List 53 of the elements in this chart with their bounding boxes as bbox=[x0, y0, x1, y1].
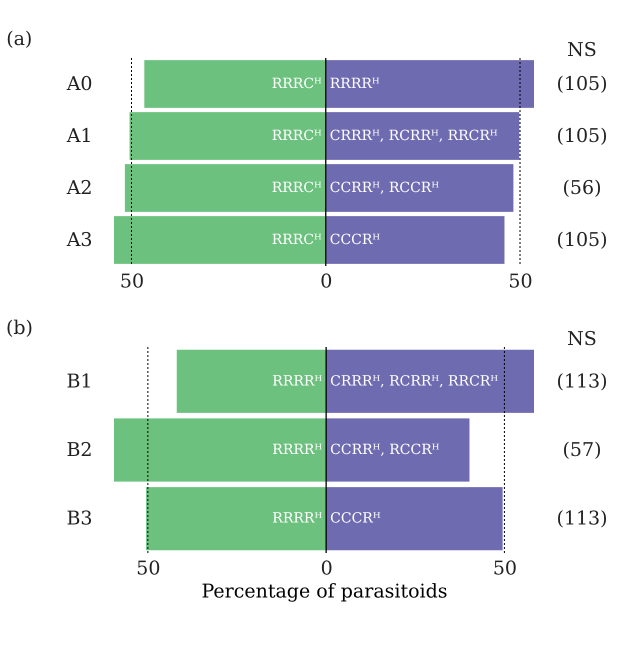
x-tick-label: 0 bbox=[320, 558, 333, 580]
data-label: RRRRᴴ bbox=[330, 76, 380, 92]
data-label: CCRRᴴ, RCCRᴴ bbox=[330, 180, 440, 196]
bar bbox=[146, 487, 326, 550]
text: (113) bbox=[556, 508, 608, 530]
bar bbox=[144, 60, 326, 108]
data-label: CRRRᴴ, RCRRᴴ, RRCRᴴ bbox=[330, 373, 498, 390]
text: (57) bbox=[562, 439, 602, 461]
text: (105) bbox=[556, 125, 608, 147]
data-label: RRRCᴴ bbox=[272, 128, 322, 144]
text: (113) bbox=[556, 370, 608, 392]
x-tick-label: 50 bbox=[492, 558, 517, 580]
bar bbox=[326, 216, 504, 264]
bar bbox=[130, 112, 326, 160]
y-tick-label: B1 bbox=[66, 370, 92, 392]
data-label: RRRCᴴ bbox=[272, 76, 322, 92]
chart-title: (a) bbox=[6, 28, 32, 50]
bar bbox=[326, 487, 503, 550]
bar bbox=[124, 164, 326, 212]
data-label: CRRRᴴ, RCRRᴴ, RRCRᴴ bbox=[330, 128, 498, 144]
y-tick-label: B2 bbox=[66, 439, 92, 461]
bar bbox=[326, 418, 470, 482]
x-tick-label: 50 bbox=[508, 270, 533, 292]
x-axis-title: Percentage of parasitoids bbox=[201, 580, 448, 602]
data-label: CCCRᴴ bbox=[330, 510, 381, 527]
bar bbox=[114, 216, 326, 264]
data-label: CCRRᴴ, RCCRᴴ bbox=[330, 442, 440, 458]
y-tick-label: B3 bbox=[66, 508, 92, 530]
data-label: CCCRᴴ bbox=[330, 232, 380, 248]
x-tick-label: 0 bbox=[320, 270, 332, 292]
data-label: RRRRᴴ bbox=[272, 442, 322, 458]
y-tick-label: A3 bbox=[66, 229, 92, 251]
bar bbox=[326, 350, 534, 413]
data-label: RRRCᴴ bbox=[272, 232, 322, 248]
bar bbox=[326, 164, 514, 212]
data-label: RRRCᴴ bbox=[272, 180, 322, 196]
text: NS bbox=[567, 328, 597, 350]
data-label: RRRRᴴ bbox=[272, 373, 322, 390]
text: (105) bbox=[556, 229, 608, 251]
x-tick-label: 50 bbox=[120, 270, 144, 292]
text: (56) bbox=[562, 177, 602, 199]
y-tick-label: A0 bbox=[66, 73, 92, 95]
data-label: RRRRᴴ bbox=[272, 510, 322, 527]
bar bbox=[114, 418, 326, 482]
bar bbox=[326, 60, 534, 108]
x-tick-label: 50 bbox=[136, 558, 160, 580]
y-tick-label: A2 bbox=[66, 177, 92, 199]
bar bbox=[176, 350, 326, 413]
text: NS bbox=[567, 39, 597, 61]
y-tick-label: A1 bbox=[66, 125, 92, 147]
text: (105) bbox=[556, 73, 608, 95]
bar bbox=[326, 112, 520, 160]
chart-title: (b) bbox=[6, 317, 33, 339]
